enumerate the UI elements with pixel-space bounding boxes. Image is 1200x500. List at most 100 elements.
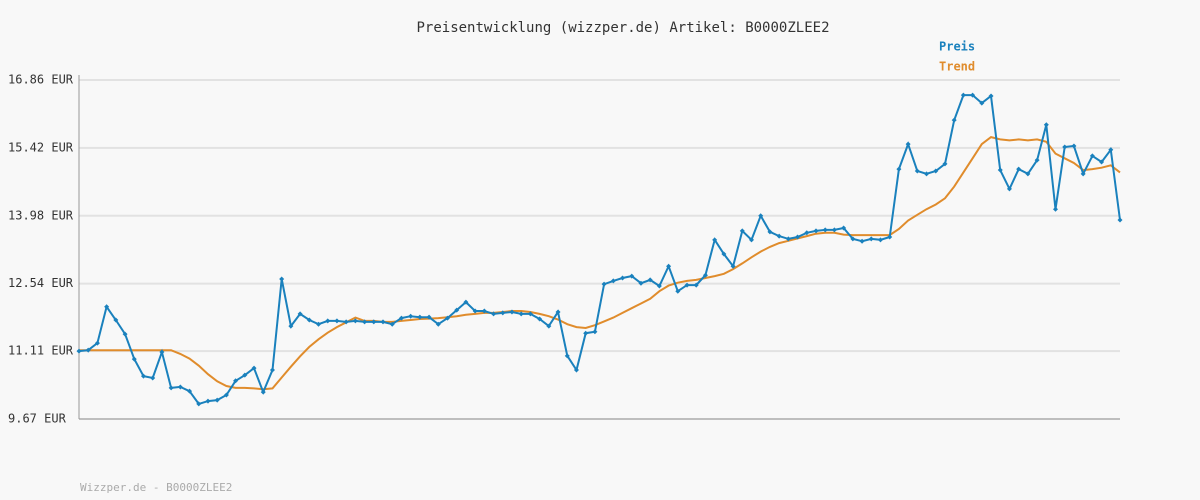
data-point bbox=[233, 378, 239, 384]
data-point bbox=[620, 275, 626, 281]
data-point bbox=[960, 92, 966, 98]
y-tick-label: 16.86 EUR bbox=[8, 73, 74, 87]
data-point bbox=[831, 227, 837, 233]
data-point bbox=[362, 319, 368, 325]
data-point bbox=[131, 356, 137, 362]
data-point bbox=[316, 321, 322, 327]
data-point bbox=[389, 321, 395, 327]
data-point bbox=[223, 392, 229, 398]
data-point bbox=[168, 385, 174, 391]
series-line bbox=[78, 94, 1121, 406]
data-point bbox=[527, 311, 533, 317]
data-point bbox=[850, 236, 856, 242]
data-point bbox=[776, 233, 782, 239]
data-point bbox=[813, 228, 819, 234]
data-point bbox=[463, 299, 469, 305]
data-point bbox=[426, 314, 432, 320]
data-point bbox=[251, 365, 257, 371]
data-point bbox=[279, 276, 285, 282]
data-point bbox=[150, 375, 156, 381]
data-point bbox=[481, 308, 487, 314]
data-point bbox=[306, 317, 312, 323]
data-point bbox=[159, 349, 165, 355]
data-point bbox=[334, 318, 340, 324]
data-point bbox=[177, 384, 183, 390]
data-point bbox=[739, 228, 745, 234]
data-point bbox=[122, 331, 128, 337]
data-point bbox=[435, 321, 441, 327]
data-point bbox=[187, 388, 193, 394]
data-point bbox=[887, 234, 893, 240]
data-point bbox=[804, 230, 810, 236]
data-point bbox=[343, 319, 349, 325]
data-point bbox=[546, 323, 552, 329]
data-point bbox=[444, 315, 450, 321]
data-point bbox=[583, 330, 589, 336]
data-point bbox=[905, 141, 911, 147]
data-point bbox=[104, 304, 110, 310]
data-point bbox=[555, 309, 561, 315]
data-point bbox=[398, 315, 404, 321]
data-point bbox=[573, 367, 579, 373]
data-point bbox=[877, 237, 883, 243]
data-point bbox=[509, 309, 515, 315]
data-point bbox=[1006, 186, 1012, 192]
data-point bbox=[76, 348, 82, 354]
data-point bbox=[859, 238, 865, 244]
data-point bbox=[795, 234, 801, 240]
data-point bbox=[1025, 171, 1031, 177]
data-point bbox=[767, 229, 773, 235]
data-point bbox=[1062, 144, 1068, 150]
data-point bbox=[721, 251, 727, 257]
data-point bbox=[730, 263, 736, 269]
data-point bbox=[868, 236, 874, 242]
data-point bbox=[758, 213, 764, 219]
data-point bbox=[693, 282, 699, 288]
data-point bbox=[942, 161, 948, 167]
y-tick-label: 11.11 EUR bbox=[8, 344, 74, 358]
data-point bbox=[970, 92, 976, 98]
data-point bbox=[629, 273, 635, 279]
data-point bbox=[325, 318, 331, 324]
data-point bbox=[785, 236, 791, 242]
data-point bbox=[914, 168, 920, 174]
data-point bbox=[537, 316, 543, 322]
data-point bbox=[196, 401, 202, 407]
data-point bbox=[951, 117, 957, 123]
data-point bbox=[491, 311, 497, 317]
data-point bbox=[380, 319, 386, 325]
series-line bbox=[79, 136, 1121, 391]
data-point bbox=[1089, 153, 1095, 159]
y-tick-label: 9.67 EUR bbox=[8, 412, 67, 426]
data-point bbox=[647, 277, 653, 283]
data-point bbox=[675, 288, 681, 294]
data-point bbox=[933, 168, 939, 174]
data-point bbox=[269, 367, 275, 373]
data-point bbox=[472, 308, 478, 314]
data-point bbox=[205, 398, 211, 404]
data-point bbox=[454, 307, 460, 313]
data-point bbox=[1043, 122, 1049, 128]
y-tick-label: 12.54 EUR bbox=[8, 276, 74, 290]
chart-title: Preisentwicklung (wizzper.de) Artikel: B… bbox=[416, 20, 829, 36]
data-point bbox=[592, 329, 598, 335]
data-point bbox=[924, 171, 930, 177]
data-point bbox=[712, 237, 718, 243]
data-point bbox=[352, 318, 358, 324]
data-point bbox=[702, 272, 708, 278]
data-point bbox=[94, 340, 100, 346]
data-point bbox=[417, 314, 423, 320]
data-point bbox=[638, 280, 644, 286]
data-point bbox=[1117, 217, 1123, 223]
data-point bbox=[610, 278, 616, 284]
data-point bbox=[666, 263, 672, 269]
data-point bbox=[113, 317, 119, 323]
data-point bbox=[242, 372, 248, 378]
data-point bbox=[371, 319, 377, 325]
data-point bbox=[85, 347, 91, 353]
y-tick-label: 15.42 EUR bbox=[8, 140, 74, 154]
legend-label: Preis bbox=[939, 40, 975, 54]
data-point bbox=[1108, 147, 1114, 153]
